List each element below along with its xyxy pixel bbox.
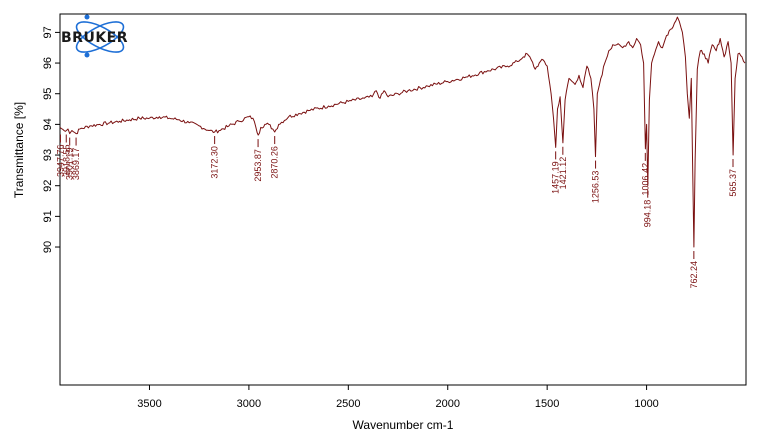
y-tick-label: 90 [42,241,54,253]
peak-label: 1256.53 [591,171,601,204]
spectrum-line [59,16,746,248]
logo-orbit-2 [75,21,125,53]
x-tick-label: 1500 [535,398,559,410]
plot-frame [59,13,747,386]
peak-label: 3901.19 [65,148,75,181]
peak-label: 1006.42 [640,163,650,196]
peak-label: 3172.30 [210,146,220,179]
x-tick-label: 3500 [137,398,161,410]
y-tick-label: 92 [42,180,54,192]
logo-text: BRUKER [61,30,128,46]
x-tick-label: 2500 [336,398,360,410]
bruker-logo: BRUKER [61,14,128,58]
x-axis: 3500 3000 2500 2000 1500 1000 [137,385,659,410]
y-tick-label: 93 [42,149,54,161]
logo-orbit-1 [75,21,125,53]
y-tick-label: 91 [42,210,54,222]
peak-label: 1421.12 [558,157,568,190]
peak-label: 3947.76 [55,145,65,178]
peak-label: 2870.26 [270,146,280,179]
logo-dot-bottom [84,52,90,58]
peak-label: 762.24 [689,261,699,289]
logo-dot-top [84,14,90,20]
y-axis-title: Transmittance [%] [12,102,26,198]
peak-label: 2953.87 [253,149,263,182]
peak-label: 1457.19 [551,161,561,194]
x-tick-label: 3000 [237,398,261,410]
x-tick-label: 1000 [634,398,658,410]
x-tick-label: 2000 [435,398,459,410]
y-tick-label: 96 [42,57,54,69]
y-tick-label: 94 [42,118,54,130]
peak-label: 3869.17 [71,148,81,181]
y-tick-label: 95 [42,88,54,100]
peak-label: 994.18 [643,200,653,228]
y-tick-label: 97 [42,26,54,38]
x-axis-title: Wavenumber cm-1 [353,418,454,432]
peak-label: 3918.55 [61,145,71,178]
y-axis: 90 91 92 93 94 95 96 97 [42,26,60,253]
peak-label: 565.37 [728,169,738,197]
